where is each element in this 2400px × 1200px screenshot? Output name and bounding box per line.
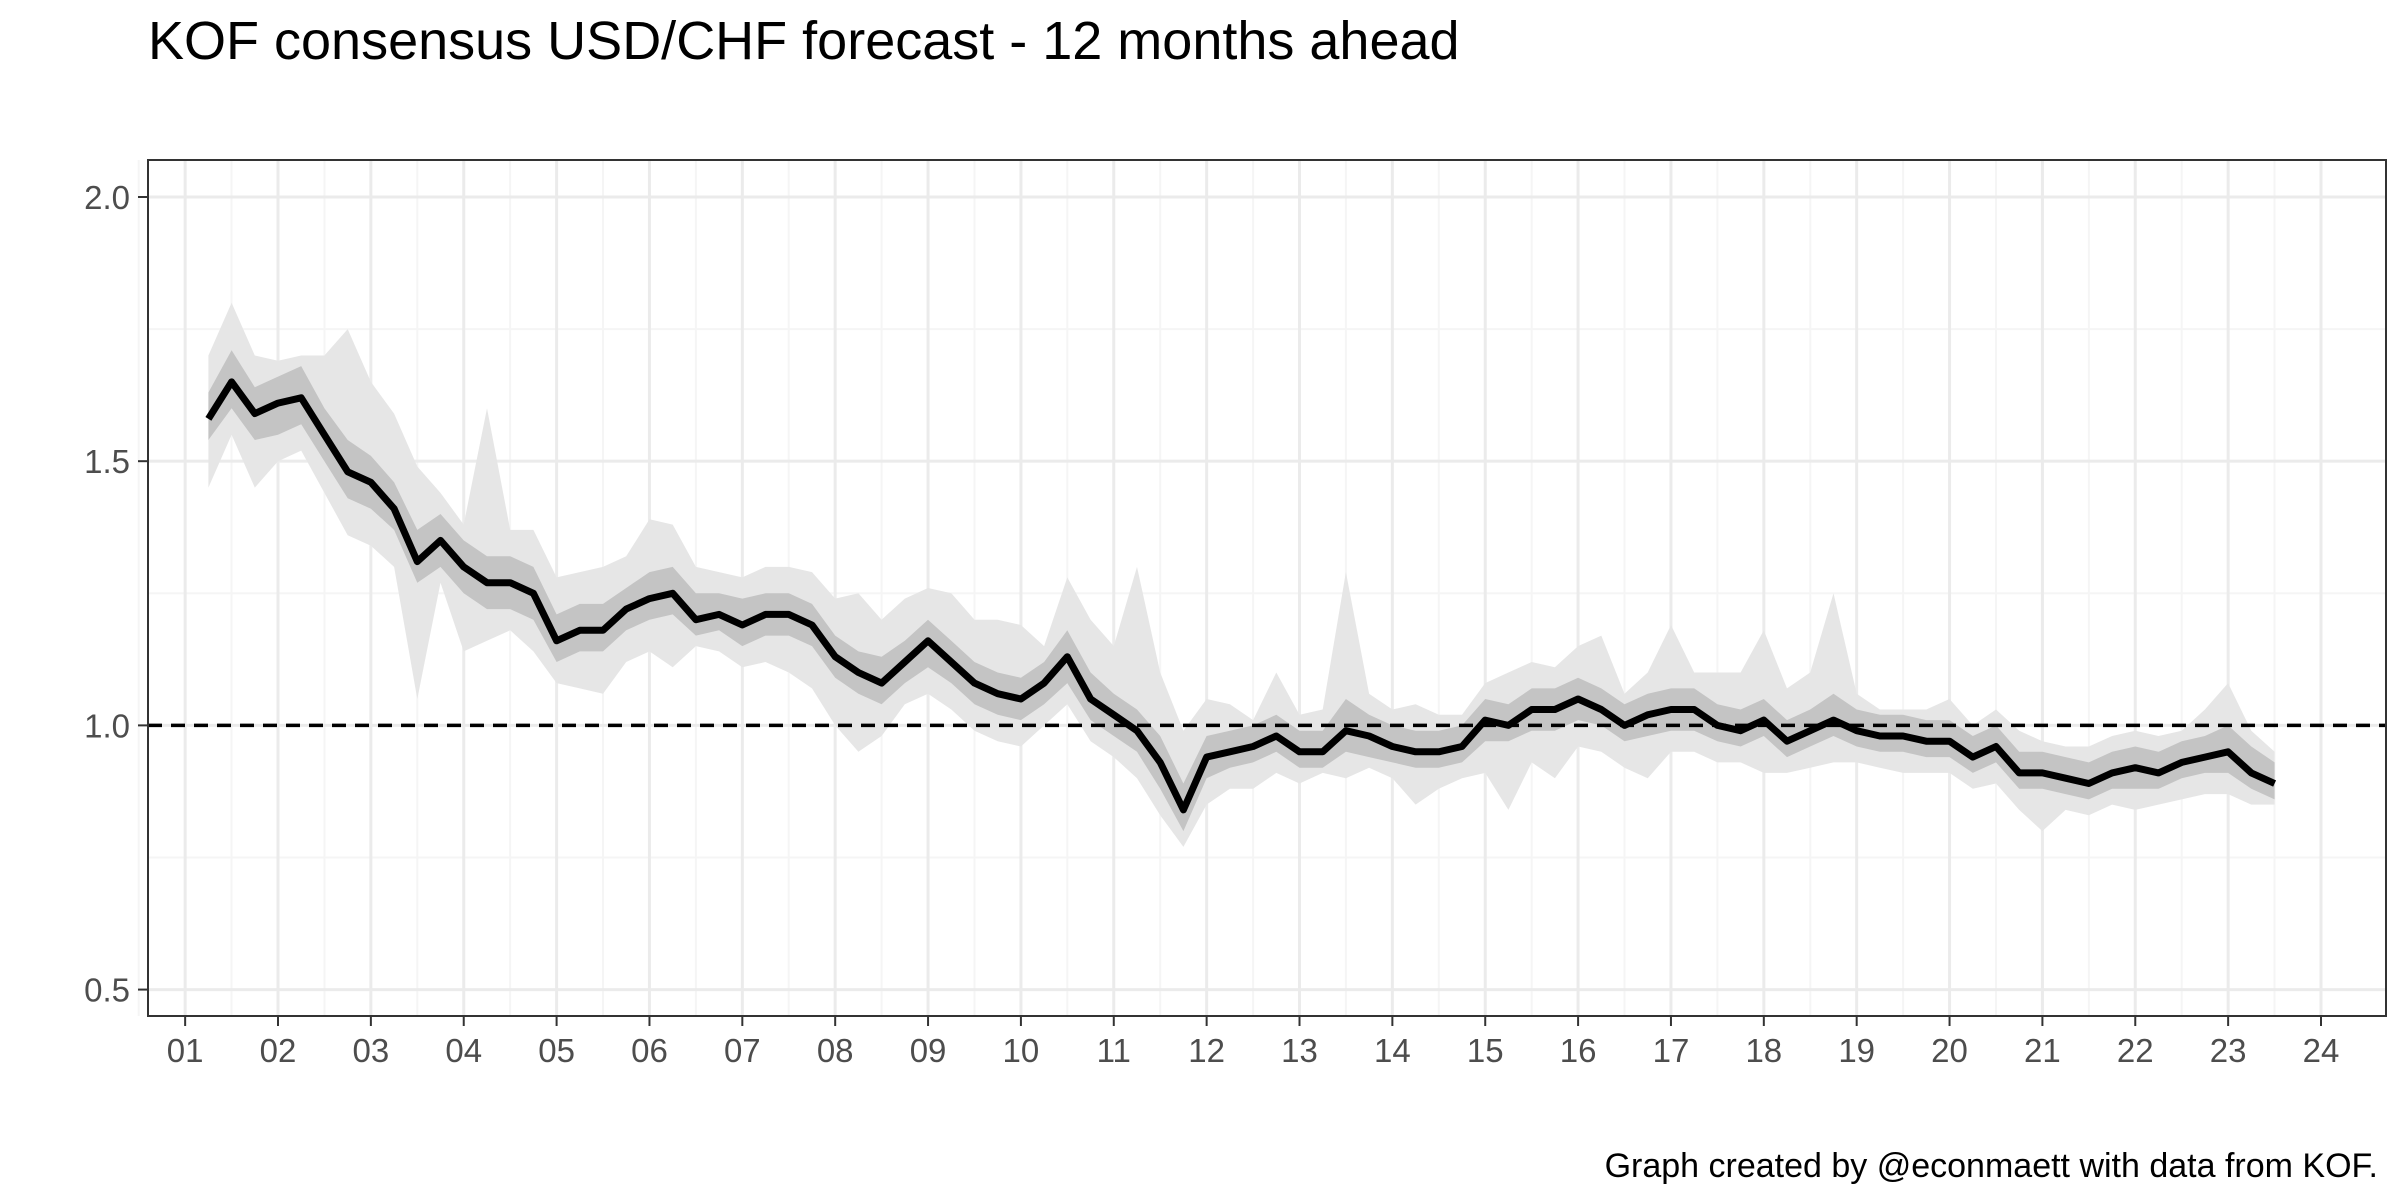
- x-tick-label: 05: [538, 1032, 575, 1069]
- x-tick-label: 11: [1097, 1032, 1131, 1069]
- plot-panel-border: [147, 159, 2387, 1017]
- x-tick-label: 16: [1560, 1032, 1597, 1069]
- x-tick-label: 22: [2117, 1032, 2154, 1069]
- x-tick-label: 24: [2303, 1032, 2340, 1069]
- x-tick-label: 17: [1653, 1032, 1690, 1069]
- x-tick-label: 12: [1188, 1032, 1225, 1069]
- x-tick-label: 09: [910, 1032, 947, 1069]
- x-tick-label: 15: [1467, 1032, 1504, 1069]
- x-tick-label: 02: [260, 1032, 297, 1069]
- chart-caption: Graph created by @econmaett with data fr…: [1604, 1147, 2378, 1185]
- y-tick-label: 1.0: [84, 707, 130, 744]
- y-tick-label: 1.5: [84, 443, 130, 480]
- x-tick-label: 08: [817, 1032, 854, 1069]
- x-tick-label: 06: [631, 1032, 668, 1069]
- x-tick-label: 03: [353, 1032, 390, 1069]
- x-tick-label: 01: [167, 1032, 204, 1069]
- y-tick-label: 0.5: [84, 972, 130, 1009]
- x-tick-label: 19: [1838, 1032, 1875, 1069]
- x-tick-label: 20: [1931, 1032, 1968, 1069]
- consensus-forecast-line: [205, 378, 2277, 814]
- inner-range-band: [208, 350, 2275, 832]
- x-tick-label: 18: [1745, 1032, 1782, 1069]
- x-tick-label: 13: [1281, 1032, 1318, 1069]
- x-tick-label: 14: [1374, 1032, 1411, 1069]
- x-tick-label: 23: [2210, 1032, 2247, 1069]
- x-tick-label: 21: [2024, 1032, 2061, 1069]
- chart-title: KOF consensus USD/CHF forecast - 12 mont…: [148, 11, 1460, 71]
- x-tick-label: 10: [1003, 1032, 1040, 1069]
- y-tick-label: 2.0: [84, 179, 130, 216]
- x-tick-label: 04: [445, 1032, 482, 1069]
- x-tick-label: 07: [724, 1032, 761, 1069]
